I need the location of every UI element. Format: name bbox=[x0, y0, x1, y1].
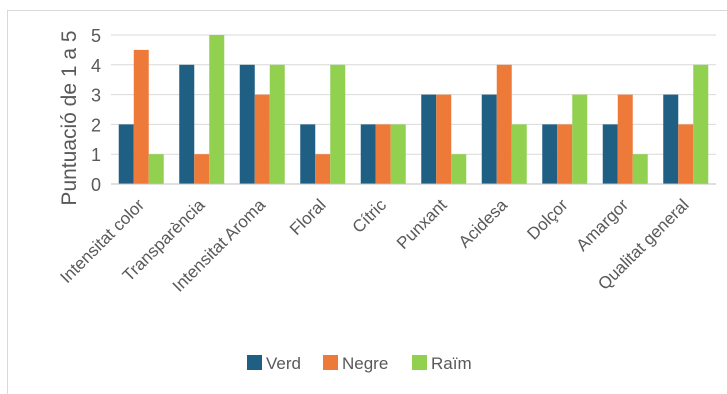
x-category-label: Dolçor bbox=[523, 195, 571, 243]
y-tick-label: 2 bbox=[91, 115, 101, 135]
legend-swatch-raïm bbox=[412, 355, 427, 370]
y-tick-label: 0 bbox=[91, 175, 101, 195]
x-category-label: Punxant bbox=[393, 195, 451, 253]
bar-raïm-4 bbox=[330, 64, 346, 184]
y-tick-label: 1 bbox=[91, 145, 101, 165]
legend-label: Raïm bbox=[431, 354, 472, 373]
bar-negre-9 bbox=[617, 94, 633, 184]
bar-negre-5 bbox=[375, 124, 391, 184]
legend-label: Verd bbox=[266, 354, 301, 373]
bar-negre-6 bbox=[436, 94, 452, 184]
bar-verd-9 bbox=[602, 124, 618, 184]
x-category-label: Amargor bbox=[573, 195, 633, 255]
legend-label: Negre bbox=[342, 354, 388, 373]
legend-swatch-negre bbox=[323, 355, 338, 370]
bar-raïm-2 bbox=[209, 35, 225, 184]
bar-raïm-8 bbox=[572, 94, 588, 184]
bar-verd-4 bbox=[300, 124, 316, 184]
bar-verd-6 bbox=[421, 94, 437, 184]
y-tick-label: 4 bbox=[91, 56, 101, 76]
bar-raïm-5 bbox=[390, 124, 406, 184]
bar-raïm-6 bbox=[451, 154, 467, 184]
x-category-label: Cítric bbox=[349, 195, 391, 237]
bar-raïm-1 bbox=[148, 154, 164, 184]
bar-verd-5 bbox=[360, 124, 376, 184]
bar-negre-4 bbox=[315, 154, 331, 184]
x-axis-categories: Intensitat colorTransparènciaIntensitat … bbox=[56, 195, 692, 296]
bar-verd-1 bbox=[118, 124, 134, 184]
x-category-label: Floral bbox=[286, 195, 329, 238]
y-axis-ticks: 0 1 2 3 4 5 bbox=[91, 26, 101, 195]
bar-negre-2 bbox=[194, 154, 210, 184]
legend: Verd Negre Raïm bbox=[247, 354, 472, 373]
y-tick-label: 3 bbox=[91, 86, 101, 106]
bar-verd-7 bbox=[481, 94, 497, 184]
bar-verd-3 bbox=[239, 64, 255, 184]
bar-negre-10 bbox=[678, 124, 694, 184]
bar-negre-8 bbox=[557, 124, 573, 184]
legend-swatch-verd bbox=[247, 355, 262, 370]
bar-raïm-9 bbox=[632, 154, 648, 184]
bar-raïm-10 bbox=[693, 64, 709, 184]
y-axis-title: Puntuació de 1 a 5 bbox=[58, 30, 81, 205]
y-tick-label: 5 bbox=[91, 26, 101, 46]
bar-verd-2 bbox=[179, 64, 195, 184]
bar-raïm-7 bbox=[511, 124, 527, 184]
bar-verd-8 bbox=[542, 124, 558, 184]
chart-frame-border bbox=[7, 10, 727, 394]
bar-raïm-3 bbox=[269, 64, 285, 184]
x-category-label: Acidesa bbox=[455, 195, 512, 252]
bar-verd-10 bbox=[663, 94, 679, 184]
bar-negre-1 bbox=[133, 49, 149, 185]
bars bbox=[118, 35, 709, 185]
bar-negre-7 bbox=[496, 64, 512, 184]
bar-negre-3 bbox=[254, 94, 270, 184]
